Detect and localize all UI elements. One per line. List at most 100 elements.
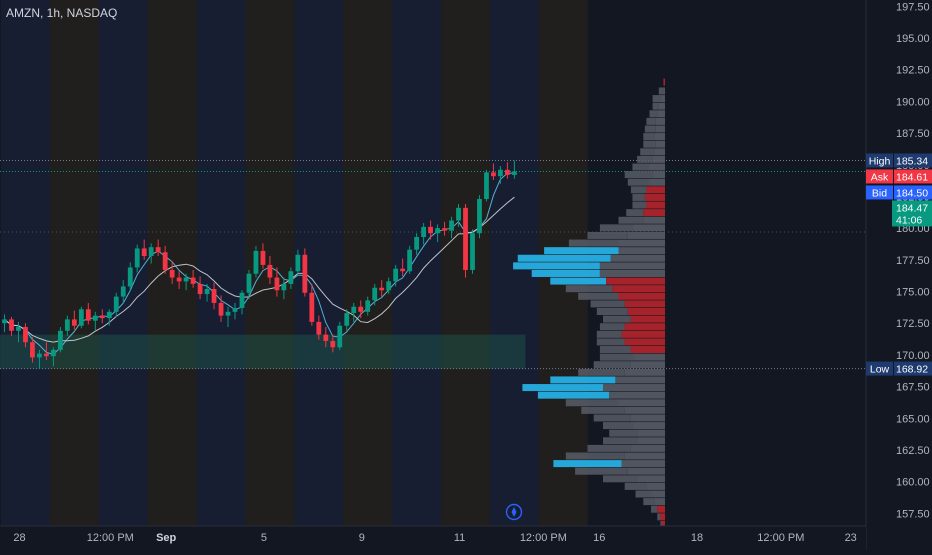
volume-bar-down	[603, 384, 665, 392]
candle	[323, 327, 329, 348]
candle-body	[190, 277, 196, 284]
volume-bar-down	[624, 452, 665, 460]
candle-body	[351, 306, 357, 314]
price-tick: 170.00	[896, 350, 930, 362]
volume-bar-down	[609, 391, 665, 399]
volume-bar-up	[522, 384, 603, 392]
candle-body	[414, 237, 420, 250]
time-tick: 18	[691, 532, 703, 544]
candle	[232, 302, 238, 320]
candle-body	[44, 353, 49, 357]
goto-realtime-button[interactable]	[505, 503, 523, 521]
volume-row	[578, 368, 665, 376]
candle-body	[99, 315, 105, 319]
candle	[239, 290, 245, 315]
volume-bar-up	[568, 239, 619, 247]
volume-bar-down	[661, 520, 665, 528]
volume-row	[599, 224, 665, 232]
volume-bar-up	[603, 422, 634, 430]
volume-bar-up	[644, 125, 656, 133]
volume-bar-down	[627, 467, 665, 475]
candle	[9, 316, 14, 336]
volume-bar-down	[612, 285, 665, 293]
volume-row	[587, 231, 665, 239]
last-price-value: 184.47	[896, 202, 928, 214]
ask-tag-value: 184.61	[896, 171, 928, 183]
candle-body	[16, 327, 21, 331]
volume-bar-down	[657, 110, 665, 118]
volume-bar-down	[624, 406, 665, 414]
session-band	[343, 0, 393, 526]
volume-bar-down	[658, 102, 665, 110]
candle-body	[78, 309, 84, 326]
price-axis[interactable]: 157.50 160.00 162.50 165.00 167.50 170.00 172.…	[865, 0, 932, 550]
volume-bar-down	[660, 513, 665, 521]
volume-row	[640, 148, 665, 156]
volume-bar-down	[652, 171, 665, 179]
volume-bar-down	[630, 315, 665, 323]
candle-body	[484, 172, 489, 199]
volume-bar-down	[621, 460, 665, 468]
candle	[99, 309, 105, 324]
candle-body	[449, 220, 454, 231]
candle	[358, 300, 364, 319]
volume-bar-down	[655, 117, 665, 125]
volume-bar-up	[635, 490, 652, 498]
bid-tag-label: Bid	[872, 187, 887, 199]
candle-body	[393, 268, 399, 282]
volume-bar-up	[596, 307, 628, 315]
candle	[23, 323, 28, 348]
candle-body	[9, 319, 14, 331]
volume-bar-down	[634, 422, 665, 430]
candle	[225, 306, 231, 328]
volume-row	[568, 239, 665, 247]
candle-body	[141, 248, 147, 257]
price-tick: 195.00	[896, 33, 930, 45]
candle-body	[372, 287, 378, 301]
volume-bar-down	[627, 231, 665, 239]
volume-bar-down	[654, 498, 665, 506]
volume-bar-up	[626, 209, 644, 217]
volume-row	[632, 193, 665, 201]
symbol-title: AMZN, 1h, NASDAQ	[6, 6, 118, 20]
candle-body	[309, 292, 315, 322]
volume-row	[544, 247, 665, 255]
high-label-tag-value-bg	[894, 153, 932, 168]
volume-row	[609, 429, 665, 437]
ask-label: Ask 184.61	[866, 169, 932, 184]
candle-body	[169, 269, 175, 278]
candle	[2, 314, 7, 333]
low-label-tag-label: Low	[870, 364, 890, 376]
candles	[2, 160, 517, 369]
volume-row	[652, 95, 665, 103]
candle-body	[134, 248, 140, 268]
volume-row	[658, 87, 665, 95]
volume-bar-down	[663, 87, 665, 95]
volume-row	[646, 117, 665, 125]
volume-bar-down	[654, 133, 665, 141]
candle	[141, 239, 147, 260]
volume-bar-up	[578, 292, 619, 300]
volume-bar-down	[618, 247, 665, 255]
volume-row	[596, 330, 665, 338]
volume-row	[596, 307, 665, 315]
time-tick: 12:00 PM	[520, 532, 567, 544]
volume-row	[632, 163, 665, 171]
price-tick: 157.50	[896, 508, 930, 520]
volume-row	[624, 482, 665, 490]
volume-bar-up	[593, 414, 631, 422]
price-tick: 192.50	[896, 65, 930, 77]
candle	[484, 169, 489, 202]
volume-row	[643, 133, 665, 141]
volume-bar-down	[663, 78, 665, 86]
candle-body	[30, 342, 35, 358]
volume-row	[652, 102, 665, 110]
candle	[477, 195, 482, 239]
candle	[281, 277, 287, 300]
volume-bar-up	[590, 300, 625, 308]
time-axis[interactable]: 28 12:00 PM Sep 5 9 11 12:00 PM 16 18 12:00 PM 23	[0, 525, 866, 550]
support-zone-rect	[0, 334, 526, 369]
candle	[120, 280, 126, 303]
